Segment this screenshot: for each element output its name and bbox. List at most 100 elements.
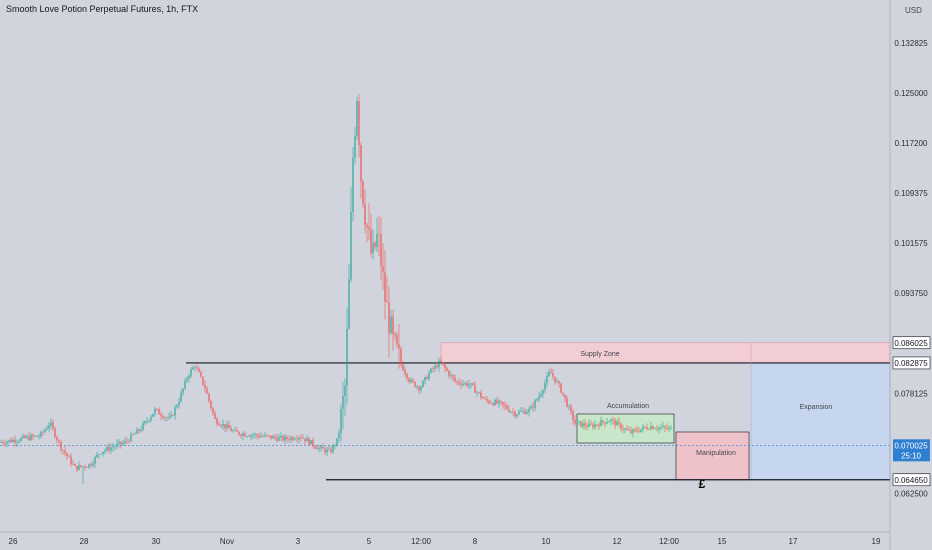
candle-body — [320, 446, 322, 448]
candle-body — [200, 372, 202, 377]
candle-body — [528, 409, 530, 413]
candle-body — [350, 212, 352, 280]
candle-body — [334, 445, 336, 446]
candle-body — [48, 425, 50, 429]
candle-body — [362, 181, 364, 205]
candle-body — [134, 433, 136, 435]
candle-body — [166, 417, 168, 419]
candle-body — [580, 421, 582, 427]
candle-body — [394, 333, 396, 336]
candle-body — [106, 446, 108, 451]
candle-body — [94, 456, 96, 464]
candle-body — [314, 445, 316, 448]
candle-body — [648, 429, 650, 430]
candle-body — [58, 440, 60, 442]
candle-body — [666, 427, 668, 429]
candle-body — [468, 384, 470, 386]
candle-body — [422, 380, 424, 388]
price-tick-label: 0.093750 — [894, 289, 928, 298]
candle-body — [590, 423, 592, 425]
candle-body — [354, 136, 356, 159]
candle-body — [462, 383, 464, 385]
candle-body — [376, 233, 378, 248]
candle-body — [14, 439, 16, 443]
candle-body — [36, 435, 38, 437]
candle-body — [622, 428, 624, 430]
candle-body — [210, 400, 212, 409]
candle-body — [312, 440, 314, 446]
price-tick-label: 0.101575 — [894, 239, 928, 248]
candle-body — [152, 413, 154, 417]
candle-body — [38, 436, 40, 438]
candle-body — [326, 449, 328, 453]
candle-body — [466, 382, 468, 386]
currency-label: USD — [905, 6, 922, 15]
candle-body — [270, 435, 272, 439]
candle-body — [98, 453, 100, 455]
candle-body — [34, 435, 36, 437]
time-tick-label: 28 — [80, 537, 89, 546]
candle-body — [266, 434, 268, 436]
candle-body — [78, 465, 80, 470]
candle-body — [662, 426, 664, 428]
candle-body — [558, 381, 560, 384]
candle-body — [104, 450, 106, 452]
candle-body — [404, 370, 406, 374]
candle-body — [448, 370, 450, 376]
candle-body — [488, 400, 490, 403]
candle-body — [390, 316, 392, 334]
candle-body — [176, 405, 178, 408]
candle-body — [120, 441, 122, 445]
candle-body — [556, 381, 558, 383]
manipulation-zone — [675, 431, 750, 481]
candle-body — [352, 158, 354, 213]
candle-body — [484, 398, 486, 400]
candle-body — [632, 429, 634, 434]
candle-body — [442, 362, 444, 365]
candle-body — [60, 441, 62, 450]
time-tick-label: 10 — [542, 537, 551, 546]
badge-supply-top-text: 0.086025 — [894, 339, 928, 348]
candle-body — [522, 410, 524, 412]
candle-body — [256, 434, 258, 436]
candle-body — [44, 429, 46, 433]
candle-body — [554, 376, 556, 383]
candle-body — [90, 464, 92, 466]
supply-zone-label: Supply Zone — [580, 351, 619, 358]
chart-title: Smooth Love Potion Perpetual Futures, 1h… — [6, 4, 199, 14]
candle-body — [450, 375, 452, 376]
candle-body — [584, 423, 586, 427]
time-tick-label: 8 — [473, 537, 478, 546]
candle-body — [68, 456, 70, 457]
candle-body — [284, 436, 286, 441]
candle-body — [112, 447, 114, 448]
candle-body — [82, 466, 84, 467]
candle-body — [524, 410, 526, 415]
candle-body — [204, 384, 206, 389]
candle-body — [126, 440, 128, 442]
candle-body — [8, 439, 10, 442]
candle-body — [610, 419, 612, 422]
time-tick-label: Nov — [220, 537, 234, 546]
candle-body — [26, 436, 28, 438]
candle-body — [258, 435, 260, 438]
candle-body — [612, 419, 614, 421]
candle-body — [538, 396, 540, 400]
candle-body — [640, 429, 642, 432]
candle-body — [470, 383, 472, 385]
candle-body — [428, 372, 430, 380]
candle-body — [434, 365, 436, 369]
price-tick-label: 0.132825 — [894, 39, 928, 48]
candle-body — [42, 431, 44, 433]
candle-body — [138, 429, 140, 431]
candle-body — [568, 406, 570, 407]
candle-body — [458, 381, 460, 384]
candle-body — [588, 423, 590, 427]
candle-body — [190, 369, 192, 376]
candle-body — [52, 422, 54, 429]
candle-body — [296, 439, 298, 440]
price-axis[interactable]: 0.132825 0.125000 0.117200 0.109375 0.101575… — [894, 39, 928, 499]
time-axis[interactable]: 26 28 30 Nov 3 5 12:00 8 10 12 12:00 15 17 19 — [9, 537, 881, 546]
candle-body — [380, 234, 382, 266]
